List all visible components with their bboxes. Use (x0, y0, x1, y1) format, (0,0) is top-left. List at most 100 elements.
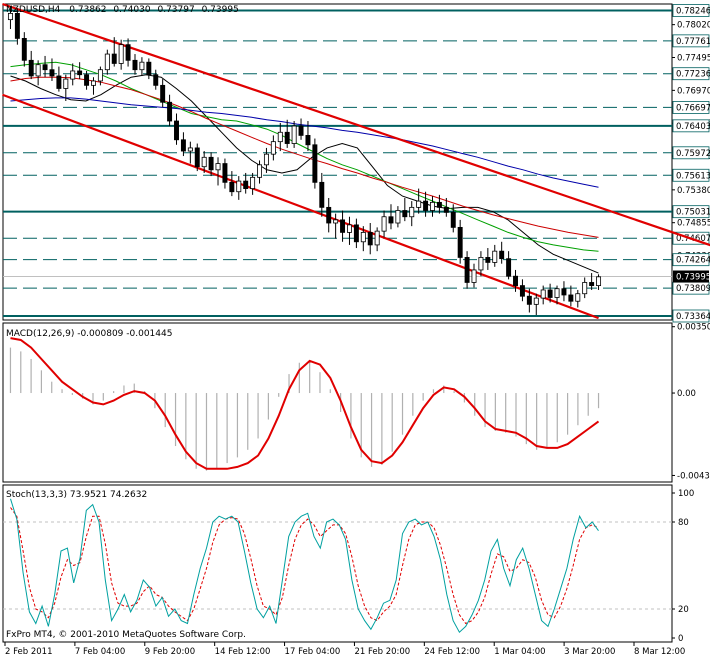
time-tick-label: 8 Mar 12:00 (634, 647, 685, 657)
candle-body (312, 144, 318, 183)
candle-body (222, 163, 228, 183)
candle-body (70, 70, 76, 80)
level-price-label: 0.75972 (676, 149, 710, 159)
candle-body (187, 147, 193, 152)
candle-body (395, 210, 401, 224)
candle-body (7, 12, 13, 21)
candle-body (582, 282, 588, 295)
macd-tick-label: 0.003504 (677, 323, 710, 333)
candle-body (402, 210, 408, 218)
price-panel: 0.780200.774950.769700.764450.759200.753… (2, 2, 710, 323)
candle-body (291, 125, 297, 144)
trend-channel-line (2, 93, 599, 320)
candle-body (35, 64, 41, 77)
time-tick-label: 1 Mar 04:00 (494, 647, 545, 657)
candle-body (118, 44, 124, 64)
symbol-header: NZDUSD,H4 0.73862 0.74030 0.73797 0.7399… (6, 5, 239, 15)
time-tick-label: 17 Feb 04:00 (285, 647, 341, 657)
time-tick-label: 9 Feb 20:00 (145, 647, 195, 657)
level-price-label: 0.74264 (676, 256, 710, 266)
ohlc-open: 0.73862 (69, 5, 106, 15)
candle-body (561, 288, 567, 296)
candle-body (547, 289, 553, 298)
candle-body (575, 293, 581, 302)
time-tick-label: 3 Mar 20:00 (564, 647, 615, 657)
candle-body (568, 294, 574, 302)
candle-body (485, 257, 491, 263)
candle-body (471, 269, 477, 283)
candle-body (284, 131, 290, 144)
candle-body (201, 156, 207, 168)
candle-body (298, 125, 304, 136)
level-price-tag (672, 168, 710, 182)
candle-body (374, 230, 380, 246)
level-price-tag (672, 34, 710, 48)
candle-body (430, 201, 435, 211)
stochastic-panel: 100 80 20 0 (2, 484, 694, 644)
candle-body (589, 282, 595, 286)
candle-body (409, 206, 415, 218)
candle-body (305, 135, 311, 146)
candle-body (464, 257, 470, 283)
level-price-label: 0.75613 (676, 171, 710, 181)
candle-body (139, 61, 145, 71)
candle-body (270, 141, 276, 155)
stoch-tick-label: 80 (678, 518, 689, 528)
price-tick-label: 0.77495 (677, 54, 710, 64)
candle-body (326, 206, 332, 224)
moving-average-line (10, 76, 599, 238)
level-price-tag (672, 205, 710, 219)
last-price-label: 0.73995 (676, 273, 710, 283)
candle-body (506, 258, 512, 277)
candle-body (257, 164, 263, 178)
candle-body (215, 163, 221, 171)
moving-average-line (10, 61, 599, 252)
candle-body (263, 153, 269, 166)
stoch-tick-label: 0 (678, 634, 683, 644)
stoch-signal-line (10, 507, 599, 625)
price-tick-label: 0.74855 (677, 219, 710, 229)
candle-body (160, 84, 166, 103)
level-price-label: 0.77236 (676, 70, 710, 80)
candle-body (97, 69, 103, 82)
candle-body (104, 53, 110, 71)
candle-body (174, 120, 179, 141)
price-frame (2, 3, 673, 321)
level-price-label: 0.76403 (676, 122, 710, 132)
macd-panel: 0.003504 0.00 -0.004354 (2, 322, 710, 483)
candle-body (519, 285, 525, 297)
copyright-footer: FxPro MT4, © 2001-2010 MetaQuotes Softwa… (6, 630, 246, 640)
level-price-label: 0.77761 (676, 37, 710, 47)
candle-body (416, 200, 422, 208)
candle-body (77, 70, 83, 76)
candle-body (229, 181, 235, 193)
level-price-label: 0.78246 (676, 7, 710, 17)
candle-body (146, 61, 152, 76)
candle-body (513, 275, 518, 286)
candle-body (125, 44, 131, 61)
candle-body (457, 226, 463, 258)
candle-body (478, 257, 484, 271)
candle-body (499, 250, 505, 260)
candle-body (243, 180, 249, 189)
macd-tick-label: 0.00 (677, 389, 696, 399)
candle-body (132, 59, 138, 71)
candle-body (180, 139, 186, 152)
candle-body (381, 216, 387, 232)
stoch-main-line (10, 498, 599, 634)
level-price-label: 0.75031 (676, 208, 710, 218)
last-price-tag (673, 270, 709, 283)
level-price-tag (672, 4, 710, 17)
level-price-tag (672, 253, 710, 267)
candle-body (360, 231, 366, 243)
moving-average-line (10, 74, 599, 274)
candle-body (56, 75, 62, 89)
ohlc-high: 0.74030 (113, 5, 150, 15)
level-price-tag (672, 67, 710, 81)
candle-body (63, 78, 69, 89)
candle-body (346, 224, 352, 233)
candle-body (596, 276, 602, 286)
candle-body (540, 289, 546, 299)
macd-label: MACD(12,26,9) -0.000809 -0.001445 (6, 329, 172, 339)
